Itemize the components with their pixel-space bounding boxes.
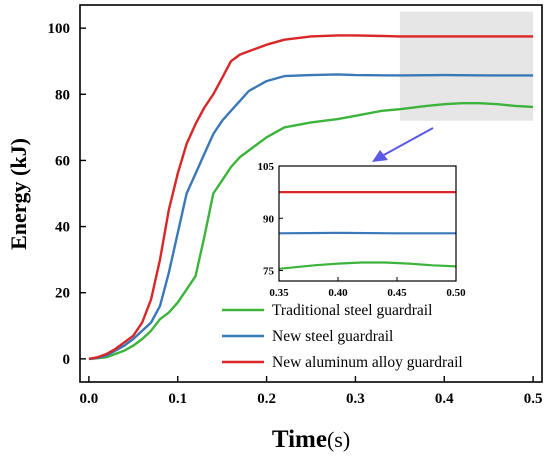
pointer-arrow-line bbox=[381, 127, 434, 157]
x-tick-label: 0.2 bbox=[257, 391, 276, 407]
x-tick-label: 0.4 bbox=[435, 391, 454, 407]
legend: Traditional steel guardrail New steel gua… bbox=[222, 302, 463, 371]
y-tick-label: 60 bbox=[55, 153, 70, 169]
x-axis-title-unit: (s) bbox=[327, 427, 350, 452]
x-tick-label: 0.0 bbox=[80, 391, 99, 407]
inset-series-line-0 bbox=[279, 261, 456, 270]
axis-titles: Time(s) Energy (kJ) bbox=[6, 138, 350, 453]
inset-y-tick-label: 90 bbox=[263, 213, 275, 225]
inset-series bbox=[279, 191, 456, 270]
pointer-arrow-head bbox=[372, 150, 388, 162]
legend-label-0: Traditional steel guardrail bbox=[272, 302, 432, 319]
x-axis-title: Time(s) bbox=[272, 426, 350, 453]
plot-frame bbox=[79, 4, 543, 383]
inset-background bbox=[279, 166, 456, 281]
x-tick-label: 0.1 bbox=[168, 391, 187, 407]
inset-frame bbox=[278, 165, 457, 282]
x-tick-label: 0.3 bbox=[346, 391, 365, 407]
inset-y-tick-label: 75 bbox=[263, 266, 275, 278]
x-axis-title-name: Time bbox=[272, 426, 327, 453]
inset-y-tick-label: 105 bbox=[258, 161, 275, 173]
series-line-1 bbox=[88, 73, 534, 361]
inset-x-tick-label: 0.40 bbox=[328, 287, 348, 299]
y-axis-title: Energy (kJ) bbox=[6, 138, 31, 250]
legend-label-1: New steel guardrail bbox=[272, 328, 393, 345]
y-tick-label: 80 bbox=[55, 87, 70, 103]
y-tick-label: 40 bbox=[55, 220, 70, 236]
y-tick-label: 20 bbox=[55, 286, 70, 302]
y-tick-label: 0 bbox=[63, 352, 71, 368]
x-tick-label: 0.5 bbox=[524, 391, 543, 407]
inset-plot: 0.35 0.40 0.45 0.50 75 90 105 bbox=[258, 127, 466, 299]
series-line-0 bbox=[88, 102, 534, 361]
series-line-2 bbox=[88, 34, 534, 361]
legend-label-2: New aluminum alloy guardrail bbox=[272, 354, 463, 371]
inset-x-tick-label: 0.35 bbox=[269, 287, 289, 299]
inset-x-tick-label: 0.50 bbox=[446, 287, 466, 299]
y-tick-label: 100 bbox=[48, 21, 71, 37]
inset-x-tick-label: 0.45 bbox=[387, 287, 407, 299]
